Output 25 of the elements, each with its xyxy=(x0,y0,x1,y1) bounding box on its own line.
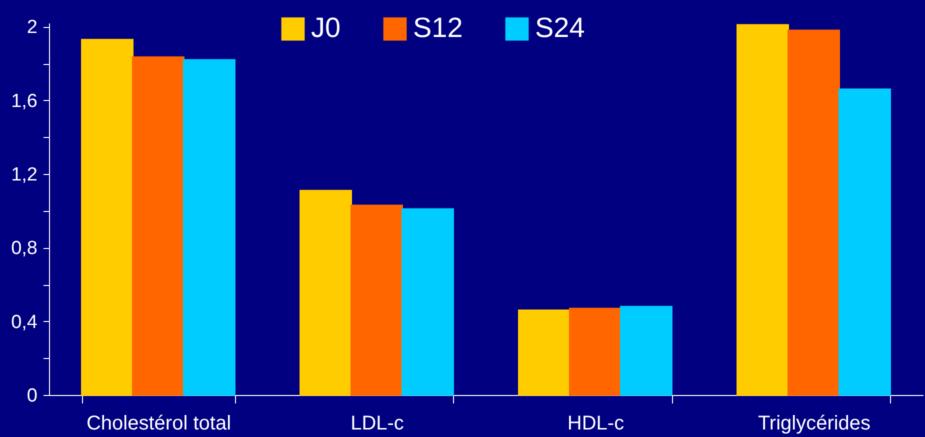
x-tick-label: LDL-c xyxy=(350,412,404,434)
bar xyxy=(620,306,672,396)
bar xyxy=(838,88,891,396)
bar xyxy=(736,24,790,396)
bar xyxy=(182,59,236,396)
bar xyxy=(132,56,184,396)
bar xyxy=(518,310,571,396)
y-tick-label: 0,8 xyxy=(11,238,38,260)
bar xyxy=(569,308,622,396)
y-tick-label: 0,4 xyxy=(11,312,38,333)
y-tick-label: 0 xyxy=(26,386,38,406)
bar xyxy=(300,190,352,396)
y-tick-label: 2 xyxy=(26,17,38,38)
x-tick-label: Cholestérol total xyxy=(86,412,232,434)
legend-label: S24 xyxy=(535,12,585,43)
bar xyxy=(788,30,840,396)
bar xyxy=(350,204,403,396)
x-tick-label: Triglycérides xyxy=(758,412,871,434)
legend-label: J0 xyxy=(311,12,341,43)
y-tick-label: 1,6 xyxy=(11,90,38,112)
legend-label: S12 xyxy=(413,12,463,43)
bar xyxy=(81,38,134,396)
y-tick-label: 1,2 xyxy=(11,164,38,186)
x-tick-label: HDL-c xyxy=(567,412,624,434)
bar xyxy=(401,208,454,396)
